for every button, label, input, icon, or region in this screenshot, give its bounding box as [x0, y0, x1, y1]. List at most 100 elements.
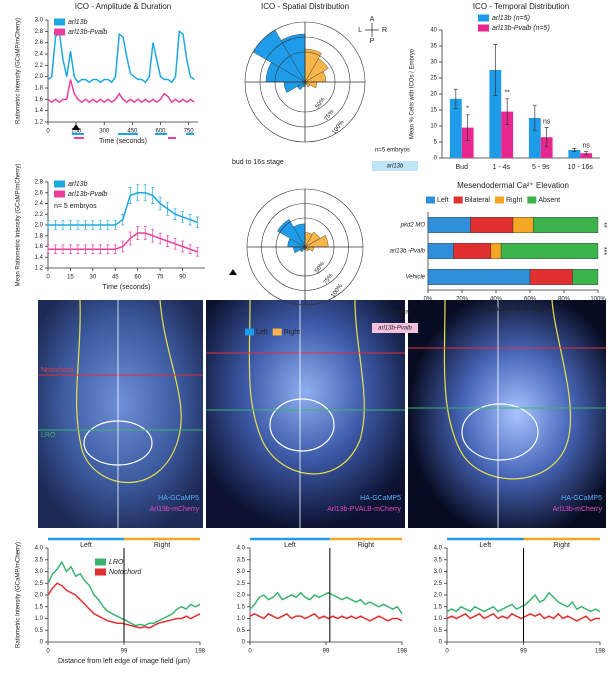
- y-tick-label: 1.8: [35, 86, 44, 92]
- x-axis-label: Percentage of Embryos: [476, 306, 550, 313]
- y-tick-label: 10: [430, 124, 437, 130]
- bar: [580, 153, 593, 158]
- legend-label: arl13b-Pvalb (n=5): [492, 25, 550, 32]
- x-tick-label: 0: [46, 129, 50, 135]
- y-tick-label: 0: [434, 156, 438, 162]
- bar-segment: [427, 242, 454, 259]
- chart-title: Mesendodermal Ca²⁺ Elevation: [457, 181, 569, 190]
- bar-segment: [427, 269, 531, 286]
- y-tick-label: 3.5: [434, 557, 443, 563]
- y-tick-label: 1.4: [35, 108, 44, 114]
- x-tick-label: 300: [99, 129, 110, 135]
- y-tick-label: 2.8: [35, 180, 44, 186]
- y-tick-label: 0.5: [237, 628, 246, 634]
- x-tick-label: 99: [323, 649, 330, 655]
- y-tick-label: 25: [430, 76, 437, 82]
- legend-swatch: [478, 24, 489, 32]
- bar-segment: [427, 216, 471, 233]
- chart-title: ICO - Amplitude & Duration: [75, 2, 171, 11]
- caption: Arl13b-mCherry: [150, 506, 200, 513]
- outline: [76, 299, 182, 484]
- tag-box: [372, 161, 418, 171]
- y-tick-label: 0: [40, 640, 44, 646]
- y-tick-label: 2.6: [35, 190, 44, 196]
- legend-swatch: [54, 180, 65, 188]
- bar: [461, 127, 474, 158]
- annotation: n=5 embryos: [375, 148, 410, 154]
- legend-label: Notochord: [109, 569, 142, 576]
- legend-swatch: [54, 190, 65, 198]
- duration-bar: [186, 133, 194, 135]
- legend-label: Left: [256, 329, 268, 336]
- x-tick-label: 450: [127, 129, 138, 135]
- x-tick-label: 198: [195, 649, 206, 655]
- x-tick-label: 10 - 16s: [568, 164, 594, 171]
- legend-swatch: [95, 558, 106, 566]
- x-axis-label: Time (seconds): [99, 138, 147, 145]
- duration-bar: [168, 137, 176, 139]
- image-label: Notochord: [41, 367, 73, 374]
- data-line: [47, 29, 195, 84]
- y-tick-label: 2.4: [35, 52, 44, 58]
- bar-segment: [529, 269, 573, 286]
- y-tick-label: 3.0: [35, 569, 44, 575]
- caption: HA-GCaMP5: [360, 495, 401, 502]
- legend-swatch: [494, 196, 504, 204]
- x-tick-label: 60%: [524, 297, 537, 303]
- compass-label: R: [382, 27, 387, 34]
- bar-segment: [470, 216, 514, 233]
- y-tick-label: 0.5: [35, 628, 44, 634]
- x-tick-label: 90: [179, 275, 186, 281]
- y-tick-label: 4.0: [35, 546, 44, 552]
- data-line: [249, 591, 403, 615]
- error-bar: [505, 98, 510, 125]
- stimulus-marker: [72, 124, 80, 130]
- bar-segment: [533, 216, 599, 233]
- y-tick-label: 2.0: [237, 593, 246, 599]
- x-tick-label: 0%: [424, 297, 433, 303]
- legend-swatch: [54, 18, 65, 26]
- y-tick-label: 2.2: [35, 212, 44, 218]
- lro-outline: [269, 398, 335, 452]
- error-bar: [572, 148, 577, 152]
- bar-segment: [453, 242, 492, 259]
- data-line: [249, 612, 403, 622]
- y-tick-label: 2.5: [35, 581, 44, 587]
- compass-label: L: [358, 27, 362, 34]
- y-tick-label: 40: [430, 28, 437, 34]
- legend-swatch: [453, 196, 463, 204]
- rose-sector: [304, 246, 310, 252]
- region-label: Right: [554, 542, 570, 549]
- annotation: n= 5 embryos: [54, 203, 97, 210]
- rose-sector: [304, 58, 329, 83]
- legend-label: Bilateral: [465, 197, 491, 204]
- y-tick-label: 1.5: [35, 604, 44, 610]
- tag-box: [372, 323, 418, 333]
- y-tick-label: 2.6: [35, 40, 44, 46]
- x-tick-label: 99: [520, 649, 527, 655]
- y-tick-label: 2.5: [237, 581, 246, 587]
- ring-label: 75%: [324, 108, 336, 122]
- y-tick-label: 1.6: [35, 244, 44, 250]
- y-tick-label: 1.4: [35, 255, 44, 261]
- y-tick-label: 0: [242, 640, 246, 646]
- y-tick-label: 1.5: [237, 604, 246, 610]
- x-tick-label: 0: [248, 649, 252, 655]
- x-axis-label: Distance from left edge of image field (…: [58, 658, 190, 665]
- y-tick-label: 2.5: [434, 581, 443, 587]
- y-tick-label: 3.0: [35, 18, 44, 24]
- outline: [443, 299, 572, 480]
- annotation: bud to 16s stage: [232, 159, 284, 166]
- region-label: Left: [284, 542, 296, 549]
- legend-label: LRO: [109, 559, 124, 566]
- y-tick-label: 3.0: [237, 569, 246, 575]
- error-bar: [493, 44, 498, 96]
- x-tick-label: 20%: [456, 297, 469, 303]
- bar-segment: [500, 242, 599, 259]
- legend-label: Absent: [538, 197, 560, 204]
- y-tick-label: 1.0: [434, 616, 443, 622]
- rose-sector: [304, 81, 311, 88]
- tag-label: arl13b: [387, 164, 404, 170]
- legend-label: Right: [506, 197, 522, 204]
